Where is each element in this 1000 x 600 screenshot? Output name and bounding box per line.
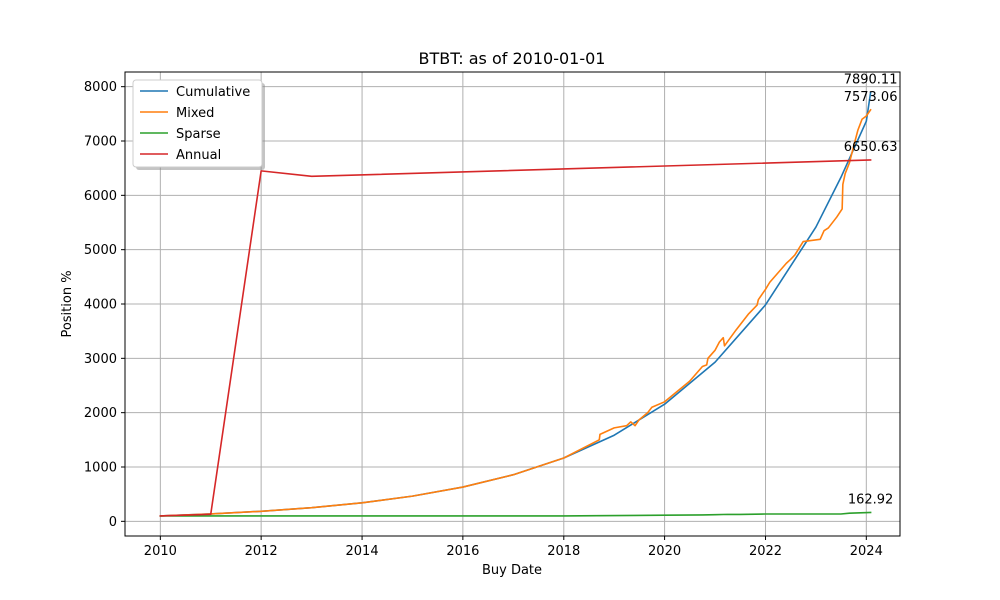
- x-tick-label: 2022: [749, 544, 782, 559]
- annotation-label: 162.92: [848, 492, 894, 507]
- x-tick-label: 2024: [850, 544, 883, 559]
- y-tick-label: 7000: [84, 135, 117, 150]
- legend-label-sparse: Sparse: [176, 127, 221, 142]
- x-axis-label: Buy Date: [482, 563, 542, 578]
- y-tick-label: 0: [109, 515, 117, 530]
- x-tick-label: 2016: [446, 544, 479, 559]
- series-line-sparse: [159, 511, 872, 517]
- annotation-label: 6650.63: [844, 140, 898, 155]
- series-line-annual: [159, 159, 872, 517]
- end-value-annotations: 7890.11 7573.06 6650.63 162.92: [844, 73, 898, 508]
- legend-label-annual: Annual: [176, 148, 221, 163]
- axis-ticks: 2010 2012 2014 2016 2018 2020 2022 2024 0 1000 200…: [84, 80, 883, 559]
- x-tick-label: 2012: [245, 544, 278, 559]
- x-tick-label: 2010: [144, 544, 177, 559]
- y-tick-label: 4000: [84, 298, 117, 313]
- legend-label-cumulative: Cumulative: [176, 85, 250, 100]
- y-axis-label: Position %: [60, 270, 75, 337]
- y-tick-label: 3000: [84, 352, 117, 367]
- y-tick-label: 5000: [84, 243, 117, 258]
- series-line-mixed: [159, 108, 872, 517]
- annotation-label: 7890.11: [844, 73, 898, 88]
- x-tick-label: 2014: [346, 544, 379, 559]
- x-tick-label: 2018: [547, 544, 580, 559]
- legend-box: [132, 79, 263, 168]
- y-tick-label: 1000: [84, 460, 117, 475]
- y-tick-label: 6000: [84, 189, 117, 204]
- chart-title: BTBT: as of 2010-01-01: [419, 49, 606, 68]
- series-lines: [159, 91, 872, 517]
- x-tick-label: 2020: [648, 544, 681, 559]
- legend: Cumulative Mixed Sparse Annual: [132, 79, 265, 170]
- y-tick-label: 2000: [84, 406, 117, 421]
- grid: [125, 72, 900, 536]
- legend-label-mixed: Mixed: [176, 106, 214, 121]
- y-tick-label: 8000: [84, 80, 117, 95]
- annotation-label: 7573.06: [844, 90, 898, 105]
